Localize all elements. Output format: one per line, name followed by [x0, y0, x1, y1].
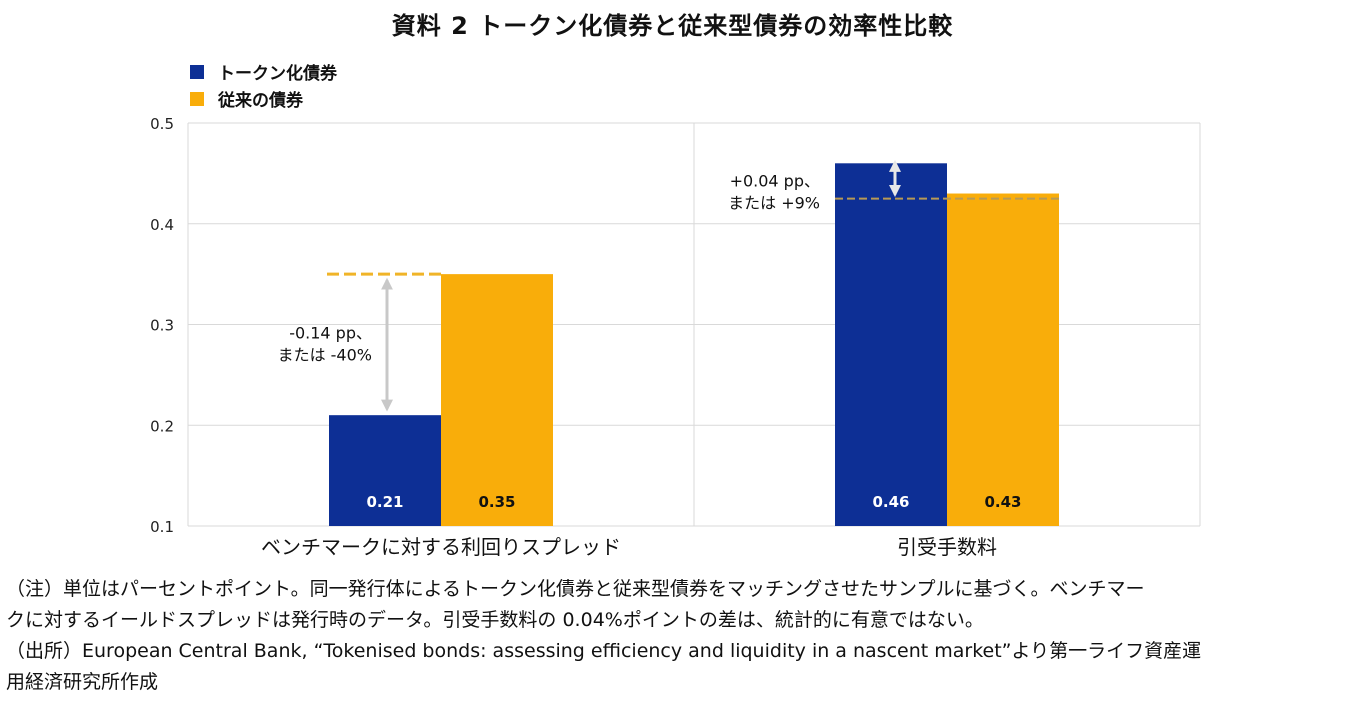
y-tick-label: 0.3 — [150, 317, 174, 335]
source-line: 用経済研究所作成 — [6, 671, 159, 693]
legend-item-conventional: 従来の債券 — [190, 85, 337, 112]
x-category-label: ベンチマークに対する利回りスプレッド — [261, 535, 621, 559]
bar — [947, 193, 1059, 526]
legend: トークン化債券 従来の債券 — [190, 58, 337, 112]
source-line: （出所）European Central Bank, “Tokenised bo… — [6, 640, 1202, 662]
y-tick-label: 0.4 — [150, 216, 174, 234]
note-line: （注）単位はパーセントポイント。同一発行体によるトークン化債券と従来型債券をマッ… — [6, 578, 1145, 600]
legend-item-tokenized: トークン化債券 — [190, 58, 337, 85]
bar-value-label: 0.43 — [984, 493, 1021, 511]
bar-value-label: 0.35 — [478, 493, 515, 511]
legend-swatch-conventional — [190, 91, 204, 106]
bar — [329, 415, 441, 526]
annotation-text: または +9% — [728, 193, 820, 212]
legend-swatch-tokenized — [190, 64, 204, 79]
legend-label-conventional: 従来の債券 — [218, 91, 303, 111]
bar-value-label: 0.21 — [366, 493, 403, 511]
note-line: クに対するイールドスプレッドは発行時のデータ。引受手数料の 0.04%ポイントの… — [6, 609, 984, 631]
y-tick-label: 0.2 — [150, 417, 174, 435]
bar-value-label: 0.46 — [872, 493, 909, 511]
notes: （注）単位はパーセントポイント。同一発行体によるトークン化債券と従来型債券をマッ… — [6, 574, 1341, 698]
bar — [835, 163, 947, 527]
bar-chart: 0.1 0.2 0.3 0.4 0.5 0.21 0.35 ベンチマークに対する利回りスプレッ… — [150, 115, 1201, 559]
x-category-label: 引受手数料 — [897, 535, 997, 559]
legend-label-tokenized: トークン化債券 — [218, 64, 337, 84]
annotation-text: +0.04 pp、 — [730, 171, 820, 190]
chart-title: 資料 2 トークン化債券と従来型債券の効率性比較 — [391, 12, 954, 40]
bar — [441, 274, 553, 526]
y-tick-label: 0.5 — [150, 115, 174, 133]
y-tick-label: 0.1 — [150, 518, 174, 536]
annotation-text: または -40% — [278, 346, 372, 365]
annotation-text: -0.14 pp、 — [289, 324, 372, 343]
